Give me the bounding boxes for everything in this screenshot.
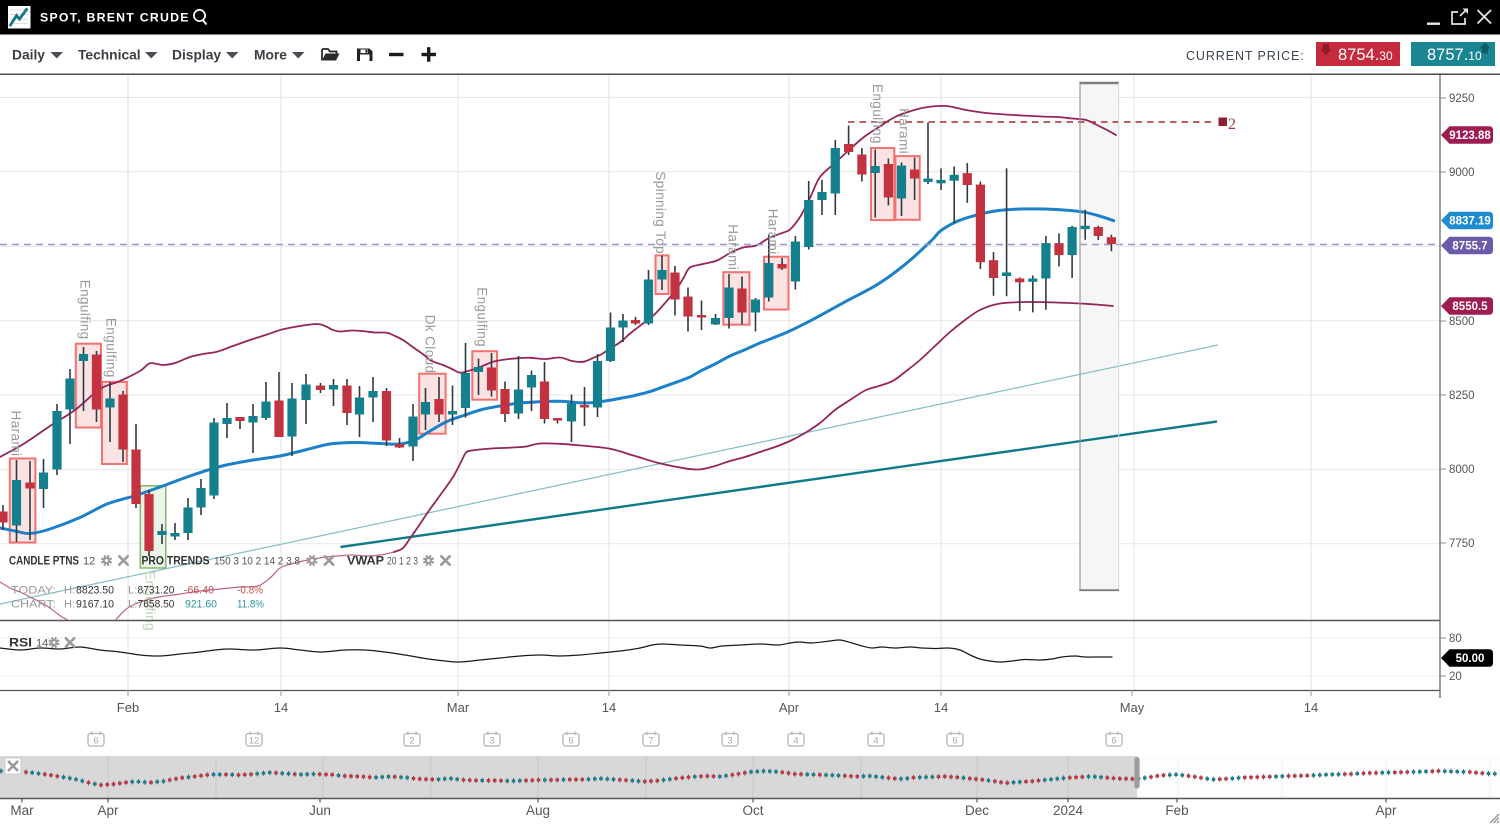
svg-text:14: 14 (934, 700, 948, 715)
svg-text:8000: 8000 (1449, 464, 1475, 476)
svg-text:6: 6 (952, 736, 957, 747)
svg-text:Mar: Mar (447, 700, 470, 715)
svg-text:20: 20 (1449, 671, 1462, 683)
svg-text:921.60: 921.60 (185, 599, 217, 611)
svg-text:CURRENT PRICE:: CURRENT PRICE: (1186, 49, 1305, 63)
svg-text:7658.50: 7658.50 (138, 599, 175, 611)
svg-text:Engulfing: Engulfing (870, 84, 885, 144)
svg-text:Engulfing: Engulfing (78, 280, 93, 340)
svg-text:4: 4 (793, 736, 798, 747)
svg-text:Mar: Mar (10, 803, 34, 818)
svg-text:8755.7: 8755.7 (1452, 241, 1487, 253)
svg-text:TODAY:: TODAY: (11, 585, 56, 597)
svg-text:9123.88: 9123.88 (1449, 130, 1491, 142)
svg-text:Harami: Harami (726, 224, 741, 270)
svg-text:Feb: Feb (1165, 803, 1188, 818)
svg-text:Engulfing: Engulfing (475, 287, 490, 347)
svg-text:6: 6 (93, 736, 98, 747)
svg-text:CHART:: CHART: (11, 599, 56, 611)
svg-text:8250: 8250 (1449, 390, 1475, 402)
svg-text:More: More (254, 48, 287, 63)
svg-text:VWAP: VWAP (347, 554, 384, 568)
svg-text:8500: 8500 (1449, 316, 1475, 328)
svg-text:Jun: Jun (309, 803, 331, 818)
svg-text:6: 6 (568, 736, 573, 747)
svg-text:12: 12 (83, 556, 95, 568)
svg-text:80: 80 (1449, 633, 1462, 645)
svg-text:Harami: Harami (766, 209, 781, 255)
svg-text:50.00: 50.00 (1456, 653, 1485, 665)
svg-text:8837.19: 8837.19 (1449, 216, 1491, 228)
svg-text:2: 2 (409, 736, 414, 747)
svg-text:H:: H: (64, 585, 75, 597)
svg-text:Spinning Top: Spinning Top (653, 171, 668, 254)
svg-text:9167.10: 9167.10 (76, 599, 114, 611)
svg-text:14: 14 (36, 638, 48, 650)
svg-text:7: 7 (648, 736, 653, 747)
svg-text:8754.30: 8754.30 (1338, 46, 1393, 64)
svg-text:8823.50: 8823.50 (76, 585, 114, 597)
svg-text:2: 2 (1228, 116, 1236, 133)
svg-text:Oct: Oct (742, 803, 763, 818)
svg-text:8731.20: 8731.20 (138, 585, 175, 597)
svg-text:11.8%: 11.8% (237, 599, 264, 611)
svg-text:PRO TRENDS: PRO TRENDS (142, 554, 210, 568)
svg-text:May: May (1120, 700, 1145, 715)
svg-text:14: 14 (274, 700, 288, 715)
svg-text:3: 3 (489, 736, 494, 747)
svg-text:Dec: Dec (965, 803, 989, 818)
svg-text:CANDLE PTNS: CANDLE PTNS (9, 554, 79, 568)
svg-text:Technical: Technical (78, 48, 141, 63)
svg-text:8550.5: 8550.5 (1452, 301, 1488, 313)
svg-text:SPOT, BRENT CRUDE: SPOT, BRENT CRUDE (40, 11, 190, 25)
svg-text:Aug: Aug (526, 803, 550, 818)
svg-text:Engulfing: Engulfing (143, 571, 158, 631)
svg-text:2024: 2024 (1053, 803, 1084, 818)
svg-text:14: 14 (602, 700, 616, 715)
svg-text:8757.10: 8757.10 (1427, 46, 1482, 64)
svg-text:9250: 9250 (1449, 93, 1475, 105)
svg-text:-0.8%: -0.8% (237, 585, 263, 597)
svg-text:Dk Cloud: Dk Cloud (423, 315, 438, 374)
svg-text:Apr: Apr (97, 803, 119, 818)
svg-text:RSI: RSI (9, 636, 32, 650)
svg-text:Engulfing: Engulfing (104, 318, 119, 378)
svg-text:150 3 10 2 14 2 3 8: 150 3 10 2 14 2 3 8 (214, 556, 300, 568)
svg-text:L:: L: (128, 585, 137, 597)
svg-text:4: 4 (873, 736, 878, 747)
svg-text:12: 12 (249, 736, 260, 747)
svg-text:Harami: Harami (897, 108, 912, 154)
svg-text:Feb: Feb (117, 700, 139, 715)
svg-text:Harami: Harami (9, 411, 24, 457)
svg-text:Apr: Apr (779, 700, 800, 715)
svg-text:20 1 2 3: 20 1 2 3 (387, 556, 418, 568)
svg-text:Apr: Apr (1375, 803, 1397, 818)
svg-text:Daily: Daily (12, 48, 45, 63)
svg-text:7750: 7750 (1449, 538, 1475, 550)
svg-text:L:: L: (128, 599, 137, 611)
svg-text:H:: H: (64, 599, 75, 611)
svg-text:14: 14 (1304, 700, 1318, 715)
svg-text:Display: Display (172, 48, 221, 63)
svg-text:-66.40: -66.40 (184, 585, 214, 597)
svg-text:6: 6 (1111, 736, 1116, 747)
svg-text:3: 3 (727, 736, 732, 747)
svg-text:9000: 9000 (1449, 167, 1475, 179)
